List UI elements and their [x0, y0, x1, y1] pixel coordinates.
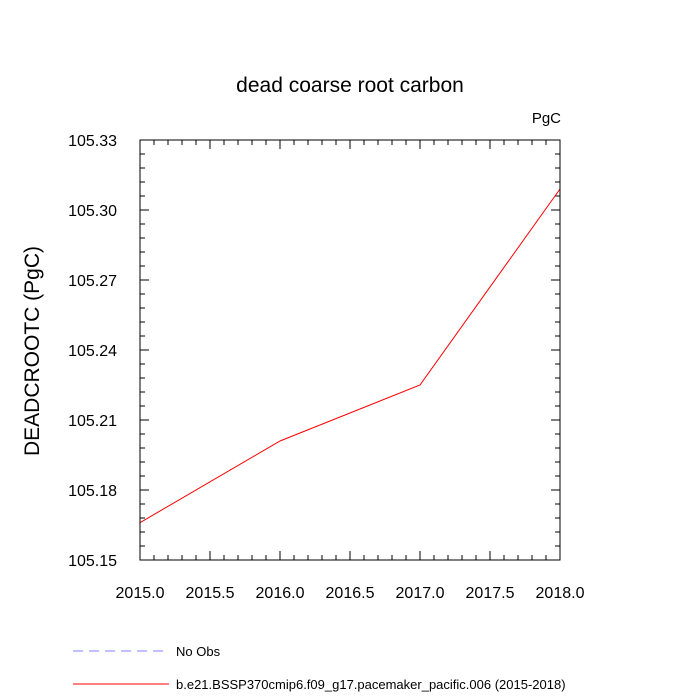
- y-tick-label: 105.24: [68, 343, 117, 360]
- x-tick-label: 2017.0: [396, 585, 445, 602]
- y-tick-label: 105.27: [68, 273, 117, 290]
- y-tick-label: 105.15: [68, 553, 117, 570]
- y-tick-label: 105.18: [68, 483, 117, 500]
- y-tick-label: 105.30: [68, 203, 117, 220]
- y-tick-label: 105.21: [68, 413, 117, 430]
- plot-frame: [139, 139, 561, 561]
- x-tick-label: 2018.0: [536, 585, 585, 602]
- x-tick-label: 2017.5: [466, 585, 515, 602]
- legend-label: b.e21.BSSP370cmip6.f09_g17.pacemaker_pac…: [176, 677, 566, 692]
- x-tick-label: 2015.0: [116, 585, 165, 602]
- x-tick-label: 2015.5: [186, 585, 235, 602]
- units-label: PgC: [532, 110, 561, 127]
- series-line: [139, 188, 561, 524]
- y-axis-label: DEADCROOTC (PgC): [21, 246, 44, 456]
- x-tick-label: 2016.0: [256, 585, 305, 602]
- legend-label: No Obs: [176, 644, 221, 659]
- chart-title: dead coarse root carbon: [236, 74, 464, 97]
- series-layer: [139, 188, 561, 524]
- y-tick-label: 105.33: [68, 133, 117, 150]
- axis-ticks: 2015.0 2015.5 2016.0 2016.5 2017.0 2017.5 2018…: [68, 133, 585, 602]
- x-tick-label: 2016.5: [326, 585, 375, 602]
- legend: No Obs b.e21.BSSP370cmip6.f09_g17.pacemak…: [73, 644, 566, 692]
